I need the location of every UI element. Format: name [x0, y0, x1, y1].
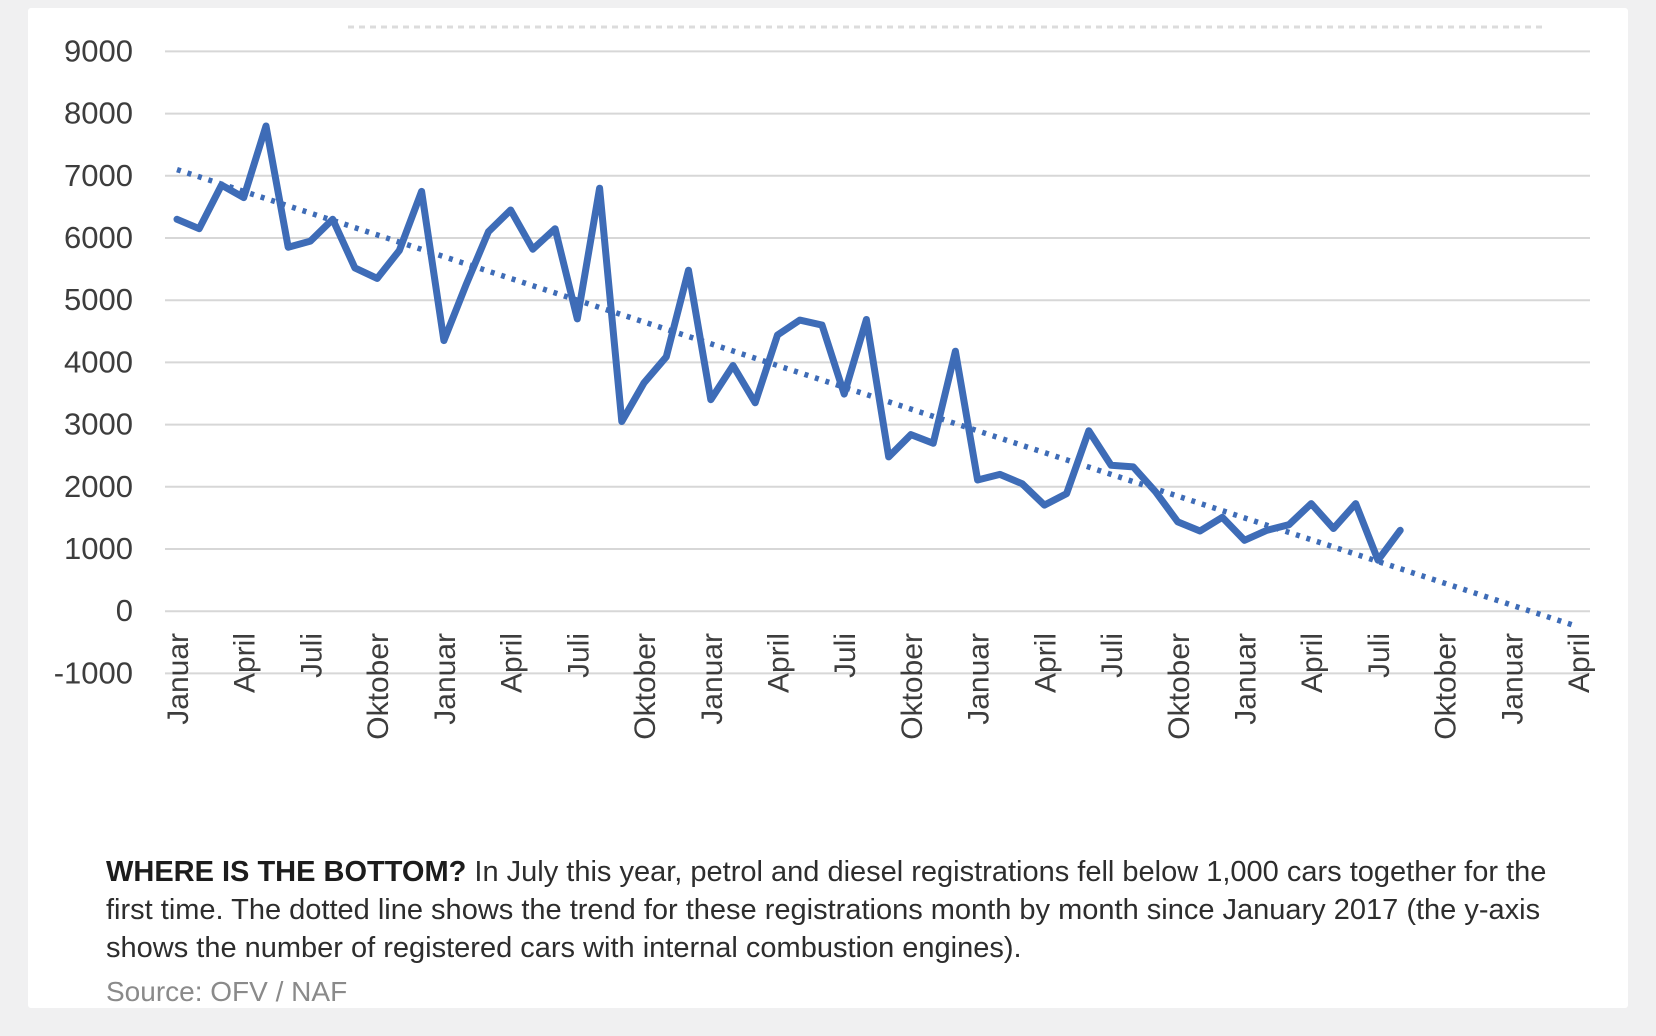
x-tick-label: Juli [295, 633, 328, 678]
x-tick-label: April [1563, 633, 1596, 693]
source-text: Source: OFV / NAF [106, 976, 348, 1007]
y-tick-label: 4000 [64, 344, 133, 379]
y-tick-label: 6000 [64, 220, 133, 255]
x-tick-label: Juli [829, 633, 862, 678]
y-tick-label: 5000 [64, 282, 133, 317]
chart-caption: WHERE IS THE BOTTOM? In July this year, … [106, 853, 1566, 967]
x-axis-labels: Januar April Juli Oktober Januar April Juli Okt… [162, 633, 1596, 740]
y-tick-label: 8000 [64, 96, 133, 131]
x-tick-label: Januar [1496, 633, 1529, 725]
y-tick-label: 1000 [64, 531, 133, 566]
x-tick-label: Oktober [629, 633, 662, 740]
x-tick-label: Juli [1096, 633, 1129, 678]
x-tick-label: Juli [562, 633, 595, 678]
x-tick-label: April [1296, 633, 1329, 693]
y-tick-label: 3000 [64, 407, 133, 442]
caption-body: In July this year, petrol and diesel reg… [106, 856, 1547, 964]
x-tick-label: Januar [1230, 633, 1263, 725]
registrations-line [173, 122, 1404, 564]
x-tick-label: Oktober [362, 633, 395, 740]
trend-line [176, 166, 1579, 630]
x-tick-label: Januar [696, 633, 729, 725]
x-tick-label: Oktober [1430, 633, 1463, 740]
y-tick-label: 7000 [64, 158, 133, 193]
x-tick-label: April [229, 633, 262, 693]
x-tick-label: Oktober [896, 633, 929, 740]
y-tick-label: 2000 [64, 469, 133, 504]
x-tick-label: Juli [1363, 633, 1396, 678]
y-axis-labels: 9000 8000 7000 6000 5000 4000 3000 2000 1000 0 -10… [54, 33, 133, 690]
x-tick-label: April [1029, 633, 1062, 693]
y-tick-label: -1000 [54, 655, 133, 690]
x-tick-label: April [762, 633, 795, 693]
x-tick-label: Januar [162, 633, 195, 725]
x-tick-label: April [496, 633, 529, 693]
registrations-line-chart: 9000 8000 7000 6000 5000 4000 3000 2000 1000 0 -10… [54, 25, 1596, 740]
y-tick-label: 0 [116, 593, 133, 628]
gridlines [165, 50, 1590, 675]
chart-card: WHERE IS THE BOTTOM? In July this year, … [28, 8, 1628, 1008]
x-tick-label: Januar [963, 633, 996, 725]
x-tick-label: Oktober [1163, 633, 1196, 740]
y-tick-label: 9000 [64, 33, 133, 68]
caption-lead: WHERE IS THE BOTTOM? [106, 856, 467, 888]
x-tick-label: Januar [429, 633, 462, 725]
